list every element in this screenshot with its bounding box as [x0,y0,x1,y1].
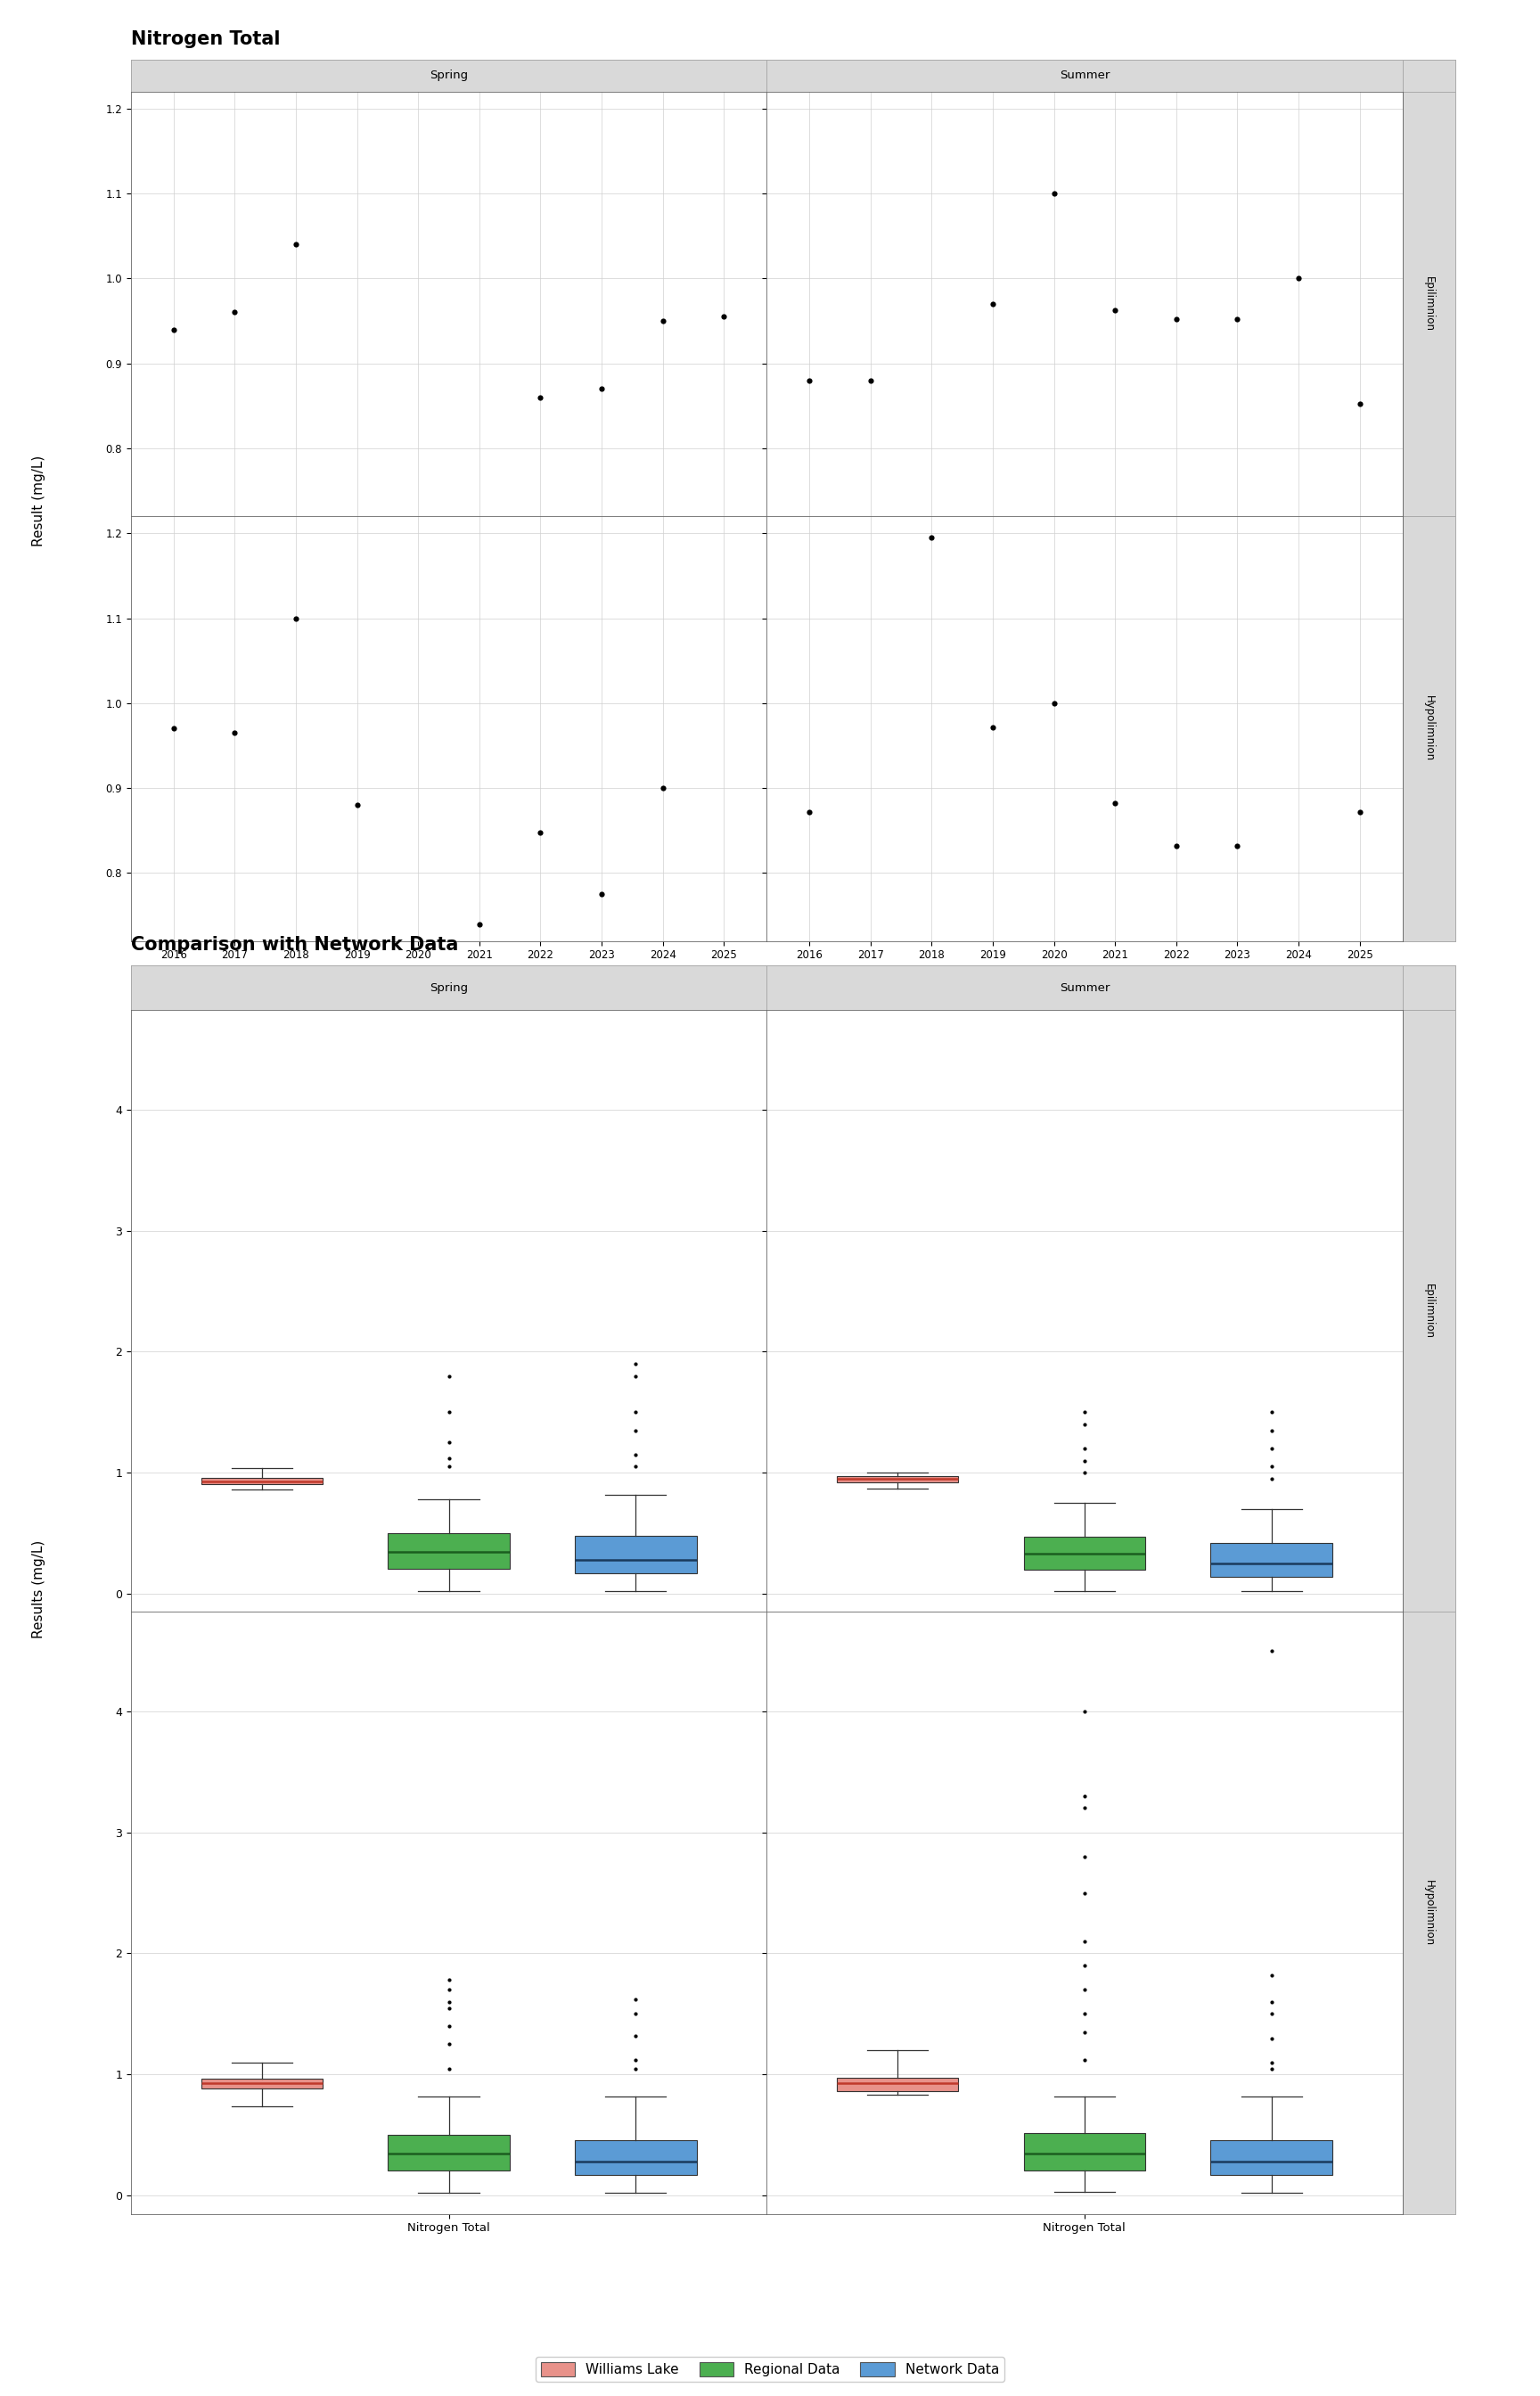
PathPatch shape [574,1536,696,1574]
Point [650,302,675,340]
PathPatch shape [1210,1543,1332,1577]
PathPatch shape [202,1478,322,1483]
Point [162,309,186,347]
Point [1041,175,1066,213]
Text: Results (mg/L): Results (mg/L) [32,1541,45,1639]
Text: Nitrogen Total: Nitrogen Total [131,31,280,48]
Point [981,707,1006,745]
PathPatch shape [1210,2140,1332,2176]
Point [590,369,614,407]
Text: Spring: Spring [430,982,468,994]
Point [222,714,246,752]
Point [1286,259,1311,297]
Point [1224,300,1249,338]
Point [283,599,308,637]
Point [222,292,246,331]
Point [590,875,614,913]
Point [1103,783,1127,822]
PathPatch shape [836,2077,958,2092]
Point [1164,827,1189,865]
Point [528,812,553,851]
Text: Hypolimnion: Hypolimnion [1423,695,1435,762]
Point [1164,300,1189,338]
Point [650,769,675,807]
Point [1041,683,1066,721]
PathPatch shape [1024,2132,1146,2171]
PathPatch shape [388,2135,510,2171]
Point [711,297,736,335]
PathPatch shape [388,1533,510,1569]
Text: Epilimnion: Epilimnion [1423,276,1435,331]
Point [858,362,882,400]
Point [1224,827,1249,865]
Point [1103,290,1127,328]
PathPatch shape [202,2080,322,2089]
Text: Comparison with Network Data: Comparison with Network Data [131,937,459,954]
Point [467,906,491,944]
Point [981,285,1006,323]
Legend: Williams Lake, Regional Data, Network Data: Williams Lake, Regional Data, Network Da… [536,2358,1004,2382]
Text: Epilimnion: Epilimnion [1423,1284,1435,1339]
Text: Spring: Spring [430,69,468,81]
Point [798,362,822,400]
Point [1348,793,1372,831]
Point [1348,386,1372,424]
PathPatch shape [836,1476,958,1483]
Point [798,793,822,831]
PathPatch shape [574,2140,696,2176]
Text: Hypolimnion: Hypolimnion [1423,1881,1435,1946]
Text: Summer: Summer [1060,982,1110,994]
Point [162,709,186,748]
Point [345,786,370,824]
Text: Summer: Summer [1060,69,1110,81]
Point [283,225,308,264]
Point [919,518,944,556]
Text: Result (mg/L): Result (mg/L) [32,455,45,546]
Point [528,379,553,417]
PathPatch shape [1024,1536,1146,1569]
